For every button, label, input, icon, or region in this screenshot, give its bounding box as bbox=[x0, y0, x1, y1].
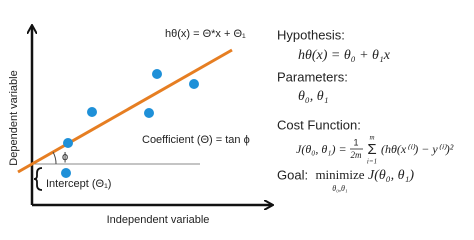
point bbox=[189, 79, 199, 89]
data-points bbox=[61, 69, 199, 178]
point bbox=[63, 138, 73, 148]
cost-numerator: 1 bbox=[353, 137, 358, 147]
intercept-brace bbox=[33, 167, 43, 191]
point bbox=[144, 108, 154, 118]
cost-denominator: 2m bbox=[351, 150, 363, 160]
angle-label: ϕ bbox=[62, 151, 68, 163]
regression-line bbox=[17, 48, 233, 174]
cost-lhs: J(θ₀, θ₁) = bbox=[296, 142, 347, 156]
x-axis-label: Independent variable bbox=[107, 214, 210, 226]
hypothesis-title: Hypothesis: bbox=[277, 27, 345, 42]
intercept-label: Intercept (Θ₁) bbox=[46, 178, 111, 190]
cost-sum-bottom: i=1 bbox=[367, 158, 377, 166]
point bbox=[87, 107, 97, 117]
goal-title: Goal: bbox=[277, 167, 308, 182]
hypothesis-label: hθ(x) = Θ*x + Θ₁ bbox=[165, 28, 246, 40]
point bbox=[61, 168, 71, 178]
hypothesis-formula: hθ(x) = θ₀ + θ₁x bbox=[298, 48, 391, 63]
cost-body: (hθ(x⁽ⁱ⁾) − y⁽ⁱ⁾)² bbox=[381, 142, 454, 156]
angle-arc bbox=[52, 151, 57, 165]
parameters-formula: θ₀, θ₁ bbox=[298, 89, 329, 104]
goal-operator-sub: θ₀,θ₁ bbox=[332, 184, 348, 193]
slope-label: Coefficient (Θ) = tan ϕ bbox=[142, 134, 250, 146]
diagram: hθ(x) = Θ*x + Θ₁ Dependent variable Inde… bbox=[8, 0, 454, 226]
cost-sum-top: m bbox=[369, 134, 374, 142]
cost-title: Cost Function: bbox=[277, 117, 361, 132]
goal-operator: minimize bbox=[315, 167, 364, 182]
goal-formula: J(θ₀, θ₁) bbox=[368, 168, 414, 183]
point bbox=[152, 69, 162, 79]
cost-sum: Σ bbox=[367, 141, 376, 158]
y-axis-label: Dependent variable bbox=[8, 70, 20, 165]
parameters-title: Parameters: bbox=[277, 69, 348, 84]
